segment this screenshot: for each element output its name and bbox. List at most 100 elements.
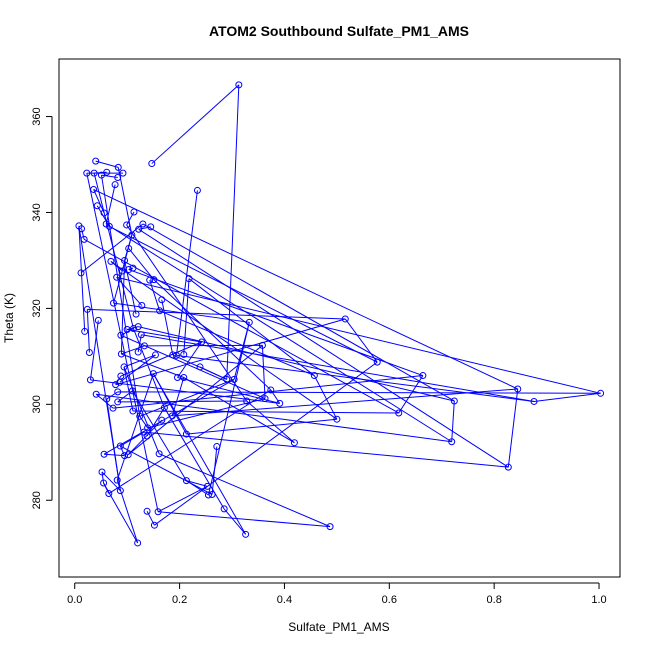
y-axis: 280 300 320 340 360 [31, 107, 53, 509]
data-point [90, 169, 98, 177]
data-point [103, 395, 111, 403]
data-point [169, 351, 177, 359]
series-line-segment [186, 480, 208, 487]
data-point [110, 299, 118, 307]
data-point [154, 508, 162, 516]
data-point [128, 387, 136, 395]
series-line-segment [120, 341, 202, 377]
data-point [114, 173, 122, 181]
data-point [140, 428, 148, 436]
data-point [148, 160, 156, 168]
series-line-segment [175, 190, 198, 356]
data-point [333, 415, 341, 423]
data-point [180, 373, 188, 381]
data-point [150, 521, 158, 529]
series-line-segment [344, 318, 378, 363]
data-point [103, 168, 111, 176]
data-point [448, 438, 456, 446]
data-point [326, 523, 334, 531]
series-line-segment [124, 260, 137, 315]
data-point [137, 331, 145, 339]
series-line-segment [120, 431, 145, 447]
data-point [119, 169, 127, 177]
data-point [143, 507, 151, 515]
data-point [107, 257, 115, 265]
x-axis: 0.0 0.2 0.4 0.6 0.8 1.0 [67, 582, 607, 606]
data-point [242, 530, 250, 538]
data-point [113, 273, 121, 281]
data-point [125, 266, 133, 274]
data-point [198, 338, 206, 346]
series-line-segment [86, 173, 159, 512]
data-point [83, 169, 91, 177]
series-line-segment [95, 160, 119, 168]
x-tick-label: 0.8 [487, 594, 502, 606]
series-lines [78, 84, 601, 544]
series-line-segment [115, 318, 346, 386]
data-point [134, 323, 142, 331]
series-line-segment [78, 225, 86, 332]
series-line-segment [132, 328, 165, 408]
data-point [290, 439, 298, 447]
data-point [180, 350, 188, 358]
data-point [276, 399, 284, 407]
data-point [182, 430, 190, 438]
series-line-segment [188, 278, 315, 376]
data-point [267, 386, 275, 394]
data-point [158, 416, 166, 424]
series-line-segment [89, 320, 99, 380]
data-point [450, 397, 458, 405]
data-point [151, 351, 159, 359]
data-point [136, 412, 144, 420]
series-line-segment [101, 471, 105, 484]
series-line-segment [109, 225, 378, 363]
data-point [193, 186, 201, 194]
data-point [114, 388, 122, 396]
data-point [514, 385, 522, 393]
data-point [208, 491, 216, 499]
series-line-segment [119, 445, 125, 456]
data-point [185, 275, 193, 283]
series-line-segment [226, 84, 240, 380]
series-line-segment [152, 373, 247, 535]
data-point [121, 256, 129, 264]
data-point [310, 372, 318, 380]
series-line-segment [151, 84, 240, 164]
series-line-segment [158, 511, 331, 528]
data-point [90, 185, 98, 193]
data-point [182, 477, 190, 485]
data-point [118, 267, 126, 275]
series-line-segment [139, 378, 235, 417]
data-point [235, 81, 243, 89]
data-point [77, 269, 85, 277]
series-line-segment [110, 260, 338, 420]
data-point [86, 376, 94, 384]
series-line-segment [105, 223, 452, 443]
data-point [146, 276, 154, 284]
series-line-segment [126, 211, 135, 226]
data-point [172, 351, 180, 359]
data-point [149, 370, 157, 378]
data-point [105, 490, 113, 498]
series-line-segment [120, 445, 213, 495]
data-point [504, 463, 512, 471]
data-point [100, 479, 108, 487]
data-point [258, 341, 266, 349]
y-tick-label: 340 [31, 203, 43, 221]
series-line-segment [143, 431, 509, 468]
data-point [111, 181, 119, 189]
x-tick-label: 0.4 [277, 594, 292, 606]
series-line-segment [186, 418, 337, 435]
x-tick-label: 0.2 [172, 594, 187, 606]
data-point [116, 442, 124, 450]
series-line-segment [313, 375, 338, 420]
plot-frame [58, 58, 621, 578]
series-line-segment [123, 366, 160, 454]
data-point [597, 389, 605, 397]
data-point [196, 363, 204, 371]
series-line-segment [159, 310, 315, 377]
series-line-segment [103, 482, 139, 544]
series-line-segment [93, 189, 518, 390]
data-point [139, 220, 147, 228]
data-point [120, 363, 128, 371]
